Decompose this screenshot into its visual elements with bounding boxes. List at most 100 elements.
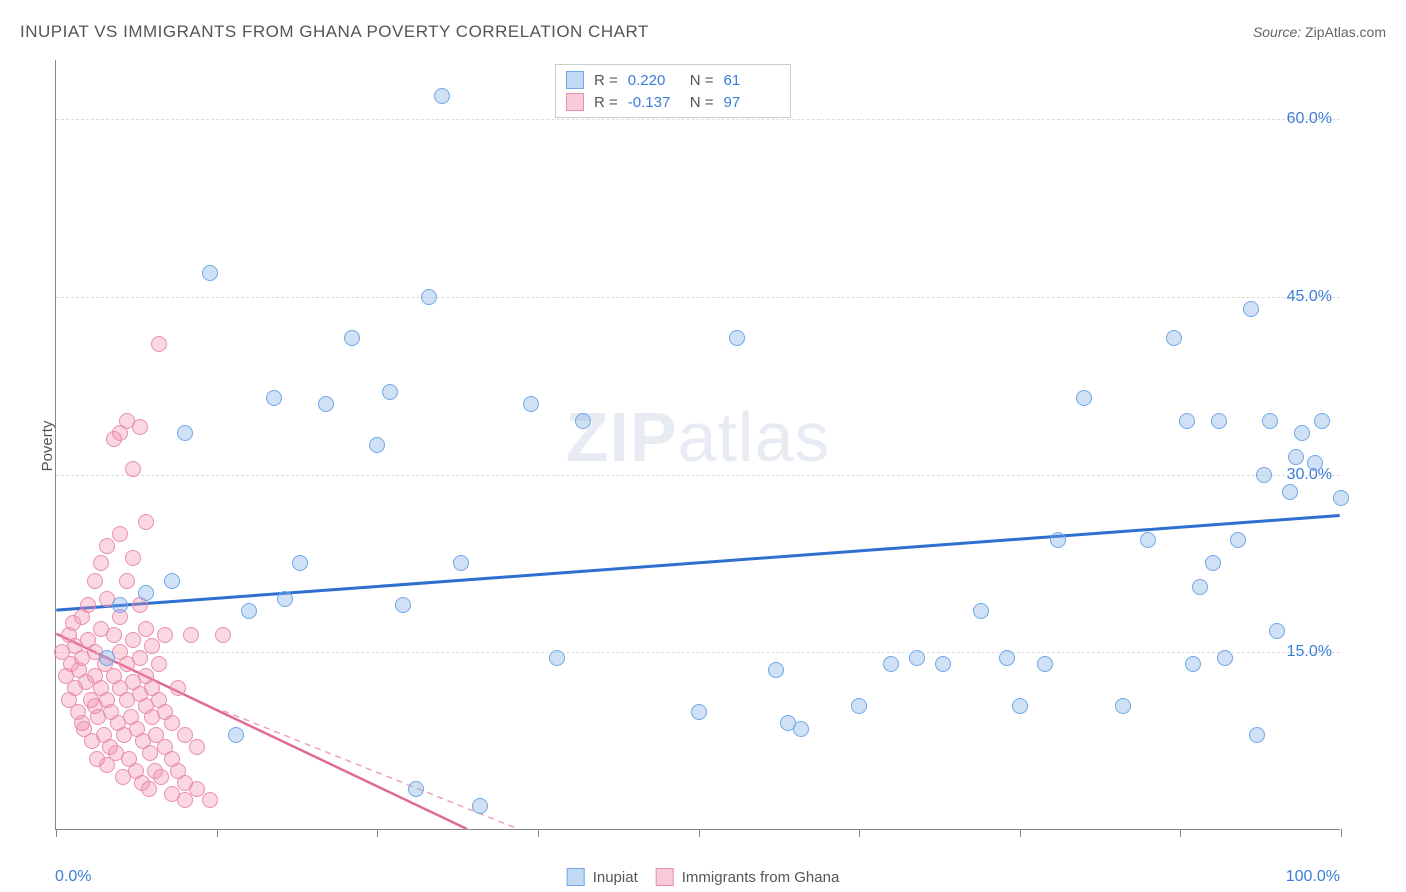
y-tick-label: 45.0% xyxy=(1287,288,1332,306)
data-point xyxy=(93,555,109,571)
legend-swatch xyxy=(566,93,584,111)
legend-r-value: 0.220 xyxy=(628,72,680,89)
data-point xyxy=(1294,425,1310,441)
legend-swatch xyxy=(567,868,585,886)
x-tick xyxy=(377,829,378,837)
data-point xyxy=(177,792,193,808)
data-point xyxy=(999,650,1015,666)
legend-swatch xyxy=(566,71,584,89)
x-tick xyxy=(859,829,860,837)
source-value: ZipAtlas.com xyxy=(1305,24,1386,40)
legend-r-value: -0.137 xyxy=(628,94,680,111)
data-point xyxy=(106,627,122,643)
x-max-label: 100.0% xyxy=(1286,868,1340,886)
data-point xyxy=(1282,484,1298,500)
data-point xyxy=(112,597,128,613)
legend-r-label: R = xyxy=(594,72,618,89)
legend-series: InupiatImmigrants from Ghana xyxy=(567,868,840,886)
data-point xyxy=(266,390,282,406)
x-min-label: 0.0% xyxy=(55,868,91,886)
data-point xyxy=(1115,698,1131,714)
data-point xyxy=(453,555,469,571)
legend-n-label: N = xyxy=(690,72,714,89)
data-point xyxy=(1314,413,1330,429)
gridline xyxy=(56,475,1340,476)
data-point xyxy=(189,739,205,755)
gridline xyxy=(56,652,1340,653)
plot-area: ZIPatlas 15.0%30.0%45.0%60.0% xyxy=(55,60,1340,830)
data-point xyxy=(793,721,809,737)
gridline xyxy=(56,119,1340,120)
data-point xyxy=(421,289,437,305)
data-point xyxy=(99,650,115,666)
data-point xyxy=(177,727,193,743)
data-point xyxy=(151,336,167,352)
data-point xyxy=(729,330,745,346)
watermark: ZIPatlas xyxy=(566,397,831,477)
data-point xyxy=(202,265,218,281)
data-point xyxy=(125,632,141,648)
data-point xyxy=(1262,413,1278,429)
data-point xyxy=(1012,698,1028,714)
data-point xyxy=(138,514,154,530)
data-point xyxy=(434,88,450,104)
data-point xyxy=(170,680,186,696)
data-point xyxy=(153,769,169,785)
x-tick xyxy=(217,829,218,837)
data-point xyxy=(157,627,173,643)
data-point xyxy=(1192,579,1208,595)
y-tick-label: 15.0% xyxy=(1287,643,1332,661)
data-point xyxy=(125,461,141,477)
data-point xyxy=(1269,623,1285,639)
data-point xyxy=(1217,650,1233,666)
x-tick xyxy=(1180,829,1181,837)
data-point xyxy=(344,330,360,346)
data-point xyxy=(99,538,115,554)
data-point xyxy=(1037,656,1053,672)
chart-title: INUPIAT VS IMMIGRANTS FROM GHANA POVERTY… xyxy=(20,22,649,42)
legend-n-label: N = xyxy=(690,94,714,111)
legend-correlation: R =0.220N =61R =-0.137N =97 xyxy=(555,64,791,118)
data-point xyxy=(575,413,591,429)
data-point xyxy=(851,698,867,714)
legend-n-value: 97 xyxy=(724,94,776,111)
data-point xyxy=(138,621,154,637)
data-point xyxy=(132,419,148,435)
y-axis-label: Poverty xyxy=(39,421,56,472)
legend-n-value: 61 xyxy=(724,72,776,89)
data-point xyxy=(408,781,424,797)
x-tick xyxy=(1020,829,1021,837)
data-point xyxy=(318,396,334,412)
x-tick xyxy=(699,829,700,837)
x-tick xyxy=(56,829,57,837)
data-point xyxy=(1249,727,1265,743)
data-point xyxy=(215,627,231,643)
data-point xyxy=(228,727,244,743)
source-label: Source: xyxy=(1253,24,1305,40)
data-point xyxy=(1256,467,1272,483)
source-credit: Source: ZipAtlas.com xyxy=(1253,24,1386,40)
data-point xyxy=(142,745,158,761)
legend-correlation-row: R =-0.137N =97 xyxy=(566,91,776,113)
x-tick xyxy=(1341,829,1342,837)
data-point xyxy=(132,650,148,666)
data-point xyxy=(125,550,141,566)
data-point xyxy=(1185,656,1201,672)
data-point xyxy=(1140,532,1156,548)
legend-series-label: Immigrants from Ghana xyxy=(682,869,840,886)
legend-series-item: Immigrants from Ghana xyxy=(656,868,840,886)
data-point xyxy=(119,573,135,589)
data-point xyxy=(1243,301,1259,317)
data-point xyxy=(202,792,218,808)
data-point xyxy=(183,627,199,643)
legend-swatch xyxy=(656,868,674,886)
data-point xyxy=(1230,532,1246,548)
data-point xyxy=(1205,555,1221,571)
data-point xyxy=(1307,455,1323,471)
data-point xyxy=(87,573,103,589)
data-point xyxy=(189,781,205,797)
data-point xyxy=(909,650,925,666)
data-point xyxy=(382,384,398,400)
data-point xyxy=(369,437,385,453)
data-point xyxy=(472,798,488,814)
